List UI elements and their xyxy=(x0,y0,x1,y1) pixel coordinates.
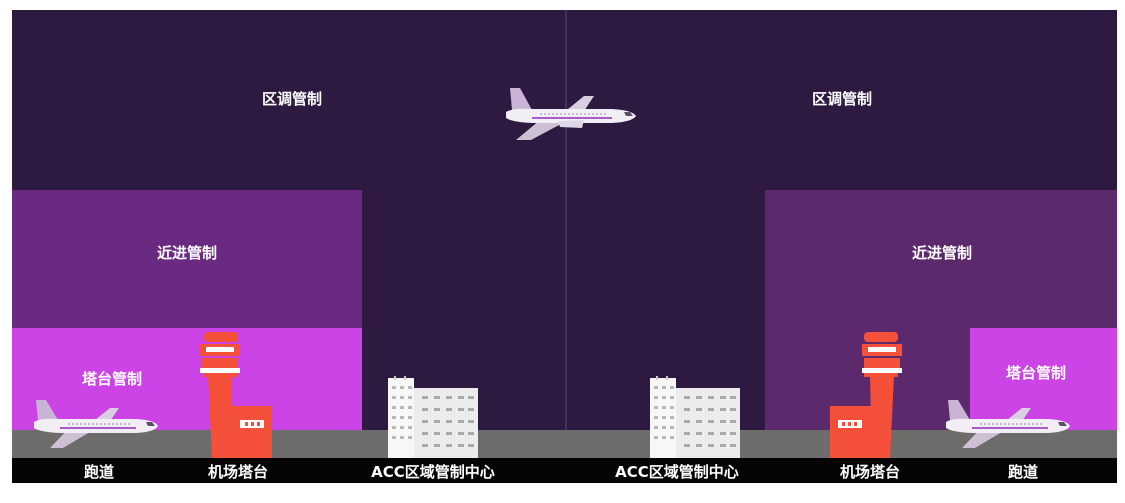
airplane-icon xyxy=(946,400,1070,448)
approach-control-label-left: 近进管制 xyxy=(156,244,218,262)
area-control-label-left: 区调管制 xyxy=(261,90,323,108)
acc-center-label-right: ACC区域管制中心 xyxy=(615,463,739,481)
runway-label-right: 跑道 xyxy=(1007,463,1039,481)
airport-tower-label-left: 机场塔台 xyxy=(207,463,269,481)
airport-tower-label-right: 机场塔台 xyxy=(839,463,901,481)
tower-zone-right xyxy=(970,328,1117,430)
tower-control-label-right: 塔台管制 xyxy=(1005,364,1067,382)
control-tower-icon xyxy=(200,332,272,458)
tower-zone-left xyxy=(12,328,362,430)
runway-label-left: 跑道 xyxy=(83,463,115,481)
acc-center-label-left: ACC区域管制中心 xyxy=(371,463,495,481)
tower-control-label-left: 塔台管制 xyxy=(81,370,143,388)
airspace-diagram: 区调管制 区调管制 近进管制 近进管制 塔台管制 塔台管制 xyxy=(12,10,1117,483)
office-building-icon xyxy=(650,376,740,458)
area-control-label-right: 区调管制 xyxy=(811,90,873,108)
airplane-icon xyxy=(506,88,636,140)
office-building-icon xyxy=(388,376,478,458)
ground-strip xyxy=(12,430,1117,458)
center-divider xyxy=(565,10,567,430)
airplane-icon xyxy=(34,400,158,448)
approach-control-label-right: 近进管制 xyxy=(911,244,973,262)
ground-label-bar xyxy=(12,458,1117,483)
control-tower-icon xyxy=(830,332,902,458)
